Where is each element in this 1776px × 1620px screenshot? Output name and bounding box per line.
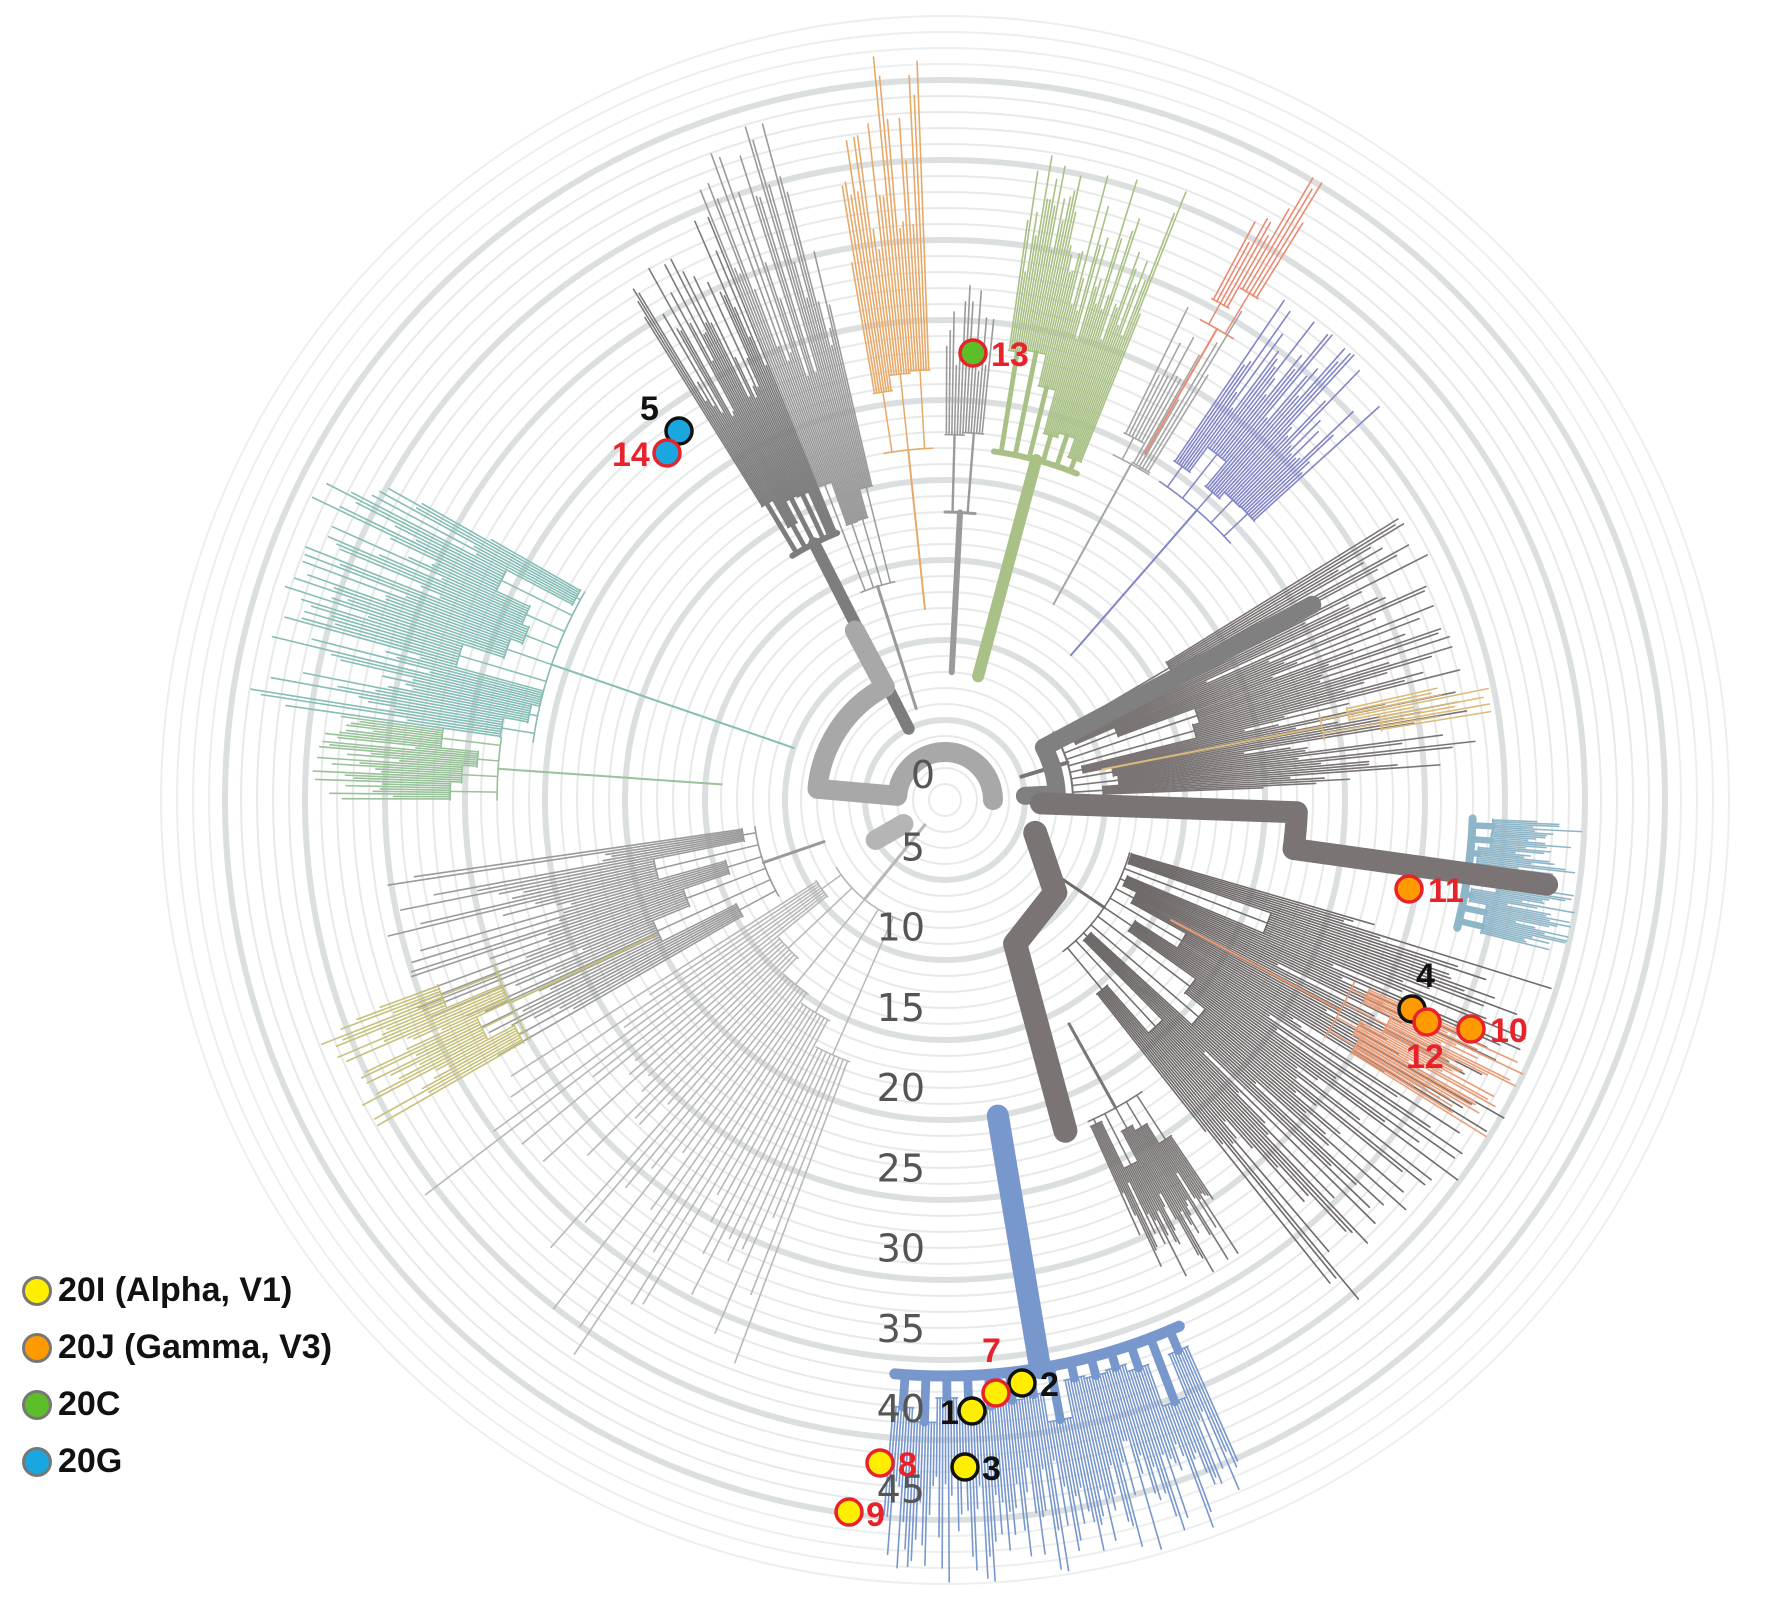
clade-sage-left	[312, 715, 723, 801]
trunk-branch	[1029, 792, 1559, 896]
sample-marker-label: 14	[612, 436, 650, 474]
legend-label: 20C	[58, 1385, 121, 1423]
clade-red-upper-right	[1144, 177, 1323, 455]
clade-green-20C	[972, 155, 1187, 683]
ring-label: 15	[877, 986, 925, 1030]
sample-dot-icon	[652, 438, 682, 468]
sample-dot-icon	[957, 1396, 987, 1426]
sample-marker-10: 10	[1456, 1012, 1528, 1050]
trunk-branch	[807, 620, 1003, 810]
sample-marker-5: 5	[640, 390, 694, 446]
ring-label: 40	[877, 1387, 925, 1431]
radial-grid-rings	[160, 15, 1730, 1585]
sample-marker-14: 14	[612, 436, 682, 474]
ring-label: 30	[877, 1227, 925, 1271]
legend-swatch-alpha-icon	[22, 1275, 52, 1306]
sample-dot-icon	[865, 1448, 895, 1478]
sample-dot-icon	[664, 416, 694, 446]
legend-item-20g: 20G	[22, 1433, 332, 1490]
legend-label: 20J (Gamma, V3)	[58, 1328, 333, 1366]
tree-branches	[250, 56, 1583, 1583]
sample-dot-icon	[1456, 1014, 1486, 1044]
clade-salmon-lower-right	[1170, 919, 1524, 1138]
ring-label: 35	[877, 1307, 925, 1351]
sample-dot-icon	[1412, 1007, 1442, 1037]
legend-label: 20G	[58, 1442, 123, 1480]
legend-item-gamma: 20J (Gamma, V3)	[22, 1319, 332, 1376]
ring-label: 10	[877, 906, 925, 950]
clade-olive-left	[320, 934, 656, 1127]
legend-item-20c: 20C	[22, 1376, 332, 1433]
sample-marker-label: 11	[1428, 872, 1464, 910]
sample-dot-icon	[1007, 1368, 1037, 1398]
sample-marker-13: 13	[958, 336, 1029, 374]
sample-marker-label: 9	[866, 1496, 885, 1534]
clade-grey-upper-right	[1052, 306, 1243, 606]
sample-marker-2: 2	[1007, 1366, 1059, 1404]
sample-dot-icon	[1394, 874, 1424, 904]
legend-item-alpha: 20I (Alpha, V1)	[22, 1262, 332, 1319]
legend-swatch-20c-icon	[22, 1389, 52, 1420]
trunk-branch	[1003, 820, 1078, 1143]
sample-marker-9: 9	[834, 1496, 885, 1534]
sample-marker-label: 13	[991, 336, 1029, 374]
ring-label: 5	[901, 825, 925, 869]
tree-trunks	[807, 595, 1559, 1143]
sample-dot-icon	[834, 1497, 864, 1527]
sample-marker-label: 3	[982, 1450, 1001, 1488]
sample-marker-8: 8	[865, 1446, 917, 1484]
ring-label: 20	[877, 1066, 925, 1110]
sample-marker-label: 4	[1416, 957, 1435, 995]
clade-grey-left-upper	[387, 825, 826, 1057]
ring-label: 0	[911, 753, 935, 797]
clade-tan-right	[1101, 687, 1492, 771]
clade-root-stub-left	[865, 814, 914, 850]
legend-label: 20I (Alpha, V1)	[58, 1271, 293, 1309]
sample-marker-label: 7	[982, 1332, 1001, 1370]
ring-label: 25	[877, 1146, 925, 1190]
sample-dot-icon	[981, 1378, 1011, 1408]
clade-grey-upper	[699, 123, 918, 710]
sample-marker-label: 1	[940, 1394, 959, 1432]
sample-marker-3: 3	[950, 1450, 1001, 1488]
legend-swatch-20g-icon	[22, 1446, 52, 1477]
sample-marker-1: 1	[940, 1394, 987, 1432]
clade-purple-right	[1069, 299, 1380, 657]
clade-grey-upper-left	[632, 216, 915, 735]
sample-marker-label: 12	[1406, 1038, 1444, 1076]
clade-grey-left-lower	[424, 823, 927, 1364]
sample-marker-12: 12	[1406, 1007, 1444, 1076]
sample-dot-icon	[958, 338, 988, 368]
sample-marker-7: 7	[981, 1332, 1011, 1408]
sample-marker-label: 2	[1040, 1366, 1059, 1404]
sample-marker-label: 10	[1490, 1012, 1528, 1050]
legend-swatch-gamma-icon	[22, 1332, 52, 1363]
clade-teal-left	[250, 482, 795, 749]
sample-marker-11: 11	[1394, 872, 1464, 910]
clade-grey-lower	[1067, 1022, 1239, 1277]
legend: 20I (Alpha, V1) 20J (Gamma, V3) 20C 20G	[22, 1262, 332, 1490]
sample-marker-label: 5	[640, 390, 659, 428]
clade-orange-top	[841, 56, 934, 611]
sample-marker-label: 8	[898, 1446, 917, 1484]
sample-dot-icon	[950, 1452, 980, 1482]
